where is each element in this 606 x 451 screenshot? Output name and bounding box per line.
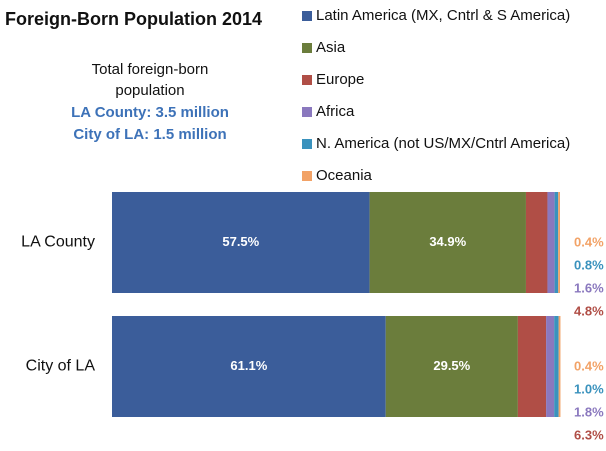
data-label: 29.5%	[433, 358, 470, 373]
legend-swatch	[302, 171, 312, 181]
y-tick-label: City of LA	[26, 358, 96, 375]
bar-segment	[547, 192, 555, 293]
data-label: 0.4%	[574, 234, 604, 249]
subtitle: LA County: 3.5 million	[71, 104, 229, 121]
bar-segment	[112, 316, 386, 417]
chart-title: Foreign-Born Population 2014	[5, 9, 262, 29]
bar-segment	[385, 316, 518, 417]
bar-segment	[517, 316, 547, 417]
bar-segment	[525, 192, 548, 293]
data-label: 1.0%	[574, 381, 604, 396]
data-label: 4.8%	[574, 303, 604, 318]
legend-swatch	[302, 43, 312, 53]
legend-label: Africa	[316, 103, 355, 120]
bar-segment	[558, 192, 560, 293]
legend-swatch	[302, 75, 312, 85]
bar-segment	[112, 192, 370, 293]
legend-label: Oceania	[316, 167, 373, 184]
data-label: 6.3%	[574, 427, 604, 442]
data-label: 1.6%	[574, 280, 604, 295]
y-tick-label: LA County	[21, 234, 95, 251]
bar-segment	[558, 316, 561, 417]
bar-segment	[554, 192, 559, 293]
subtitle: City of LA: 1.5 million	[73, 126, 226, 143]
data-label: 0.8%	[574, 257, 604, 272]
legend-label: Europe	[316, 71, 364, 88]
data-label: 0.4%	[574, 358, 604, 373]
data-label: 57.5%	[222, 234, 259, 249]
legend-swatch	[302, 11, 312, 21]
subtitle: population	[115, 82, 184, 99]
bar-segment	[546, 316, 555, 417]
legend-swatch	[302, 139, 312, 149]
subtitle: Total foreign-born	[92, 61, 209, 78]
data-label: 34.9%	[429, 234, 466, 249]
legend-swatch	[302, 107, 312, 117]
data-label: 61.1%	[230, 358, 267, 373]
legend-label: Asia	[316, 39, 346, 56]
bar-segment	[554, 316, 559, 417]
data-label: 1.8%	[574, 404, 604, 419]
bar-segment	[369, 192, 526, 293]
legend-label: Latin America (MX, Cntrl & S America)	[316, 7, 570, 24]
legend-label: N. America (not US/MX/Cntrl America)	[316, 135, 570, 152]
